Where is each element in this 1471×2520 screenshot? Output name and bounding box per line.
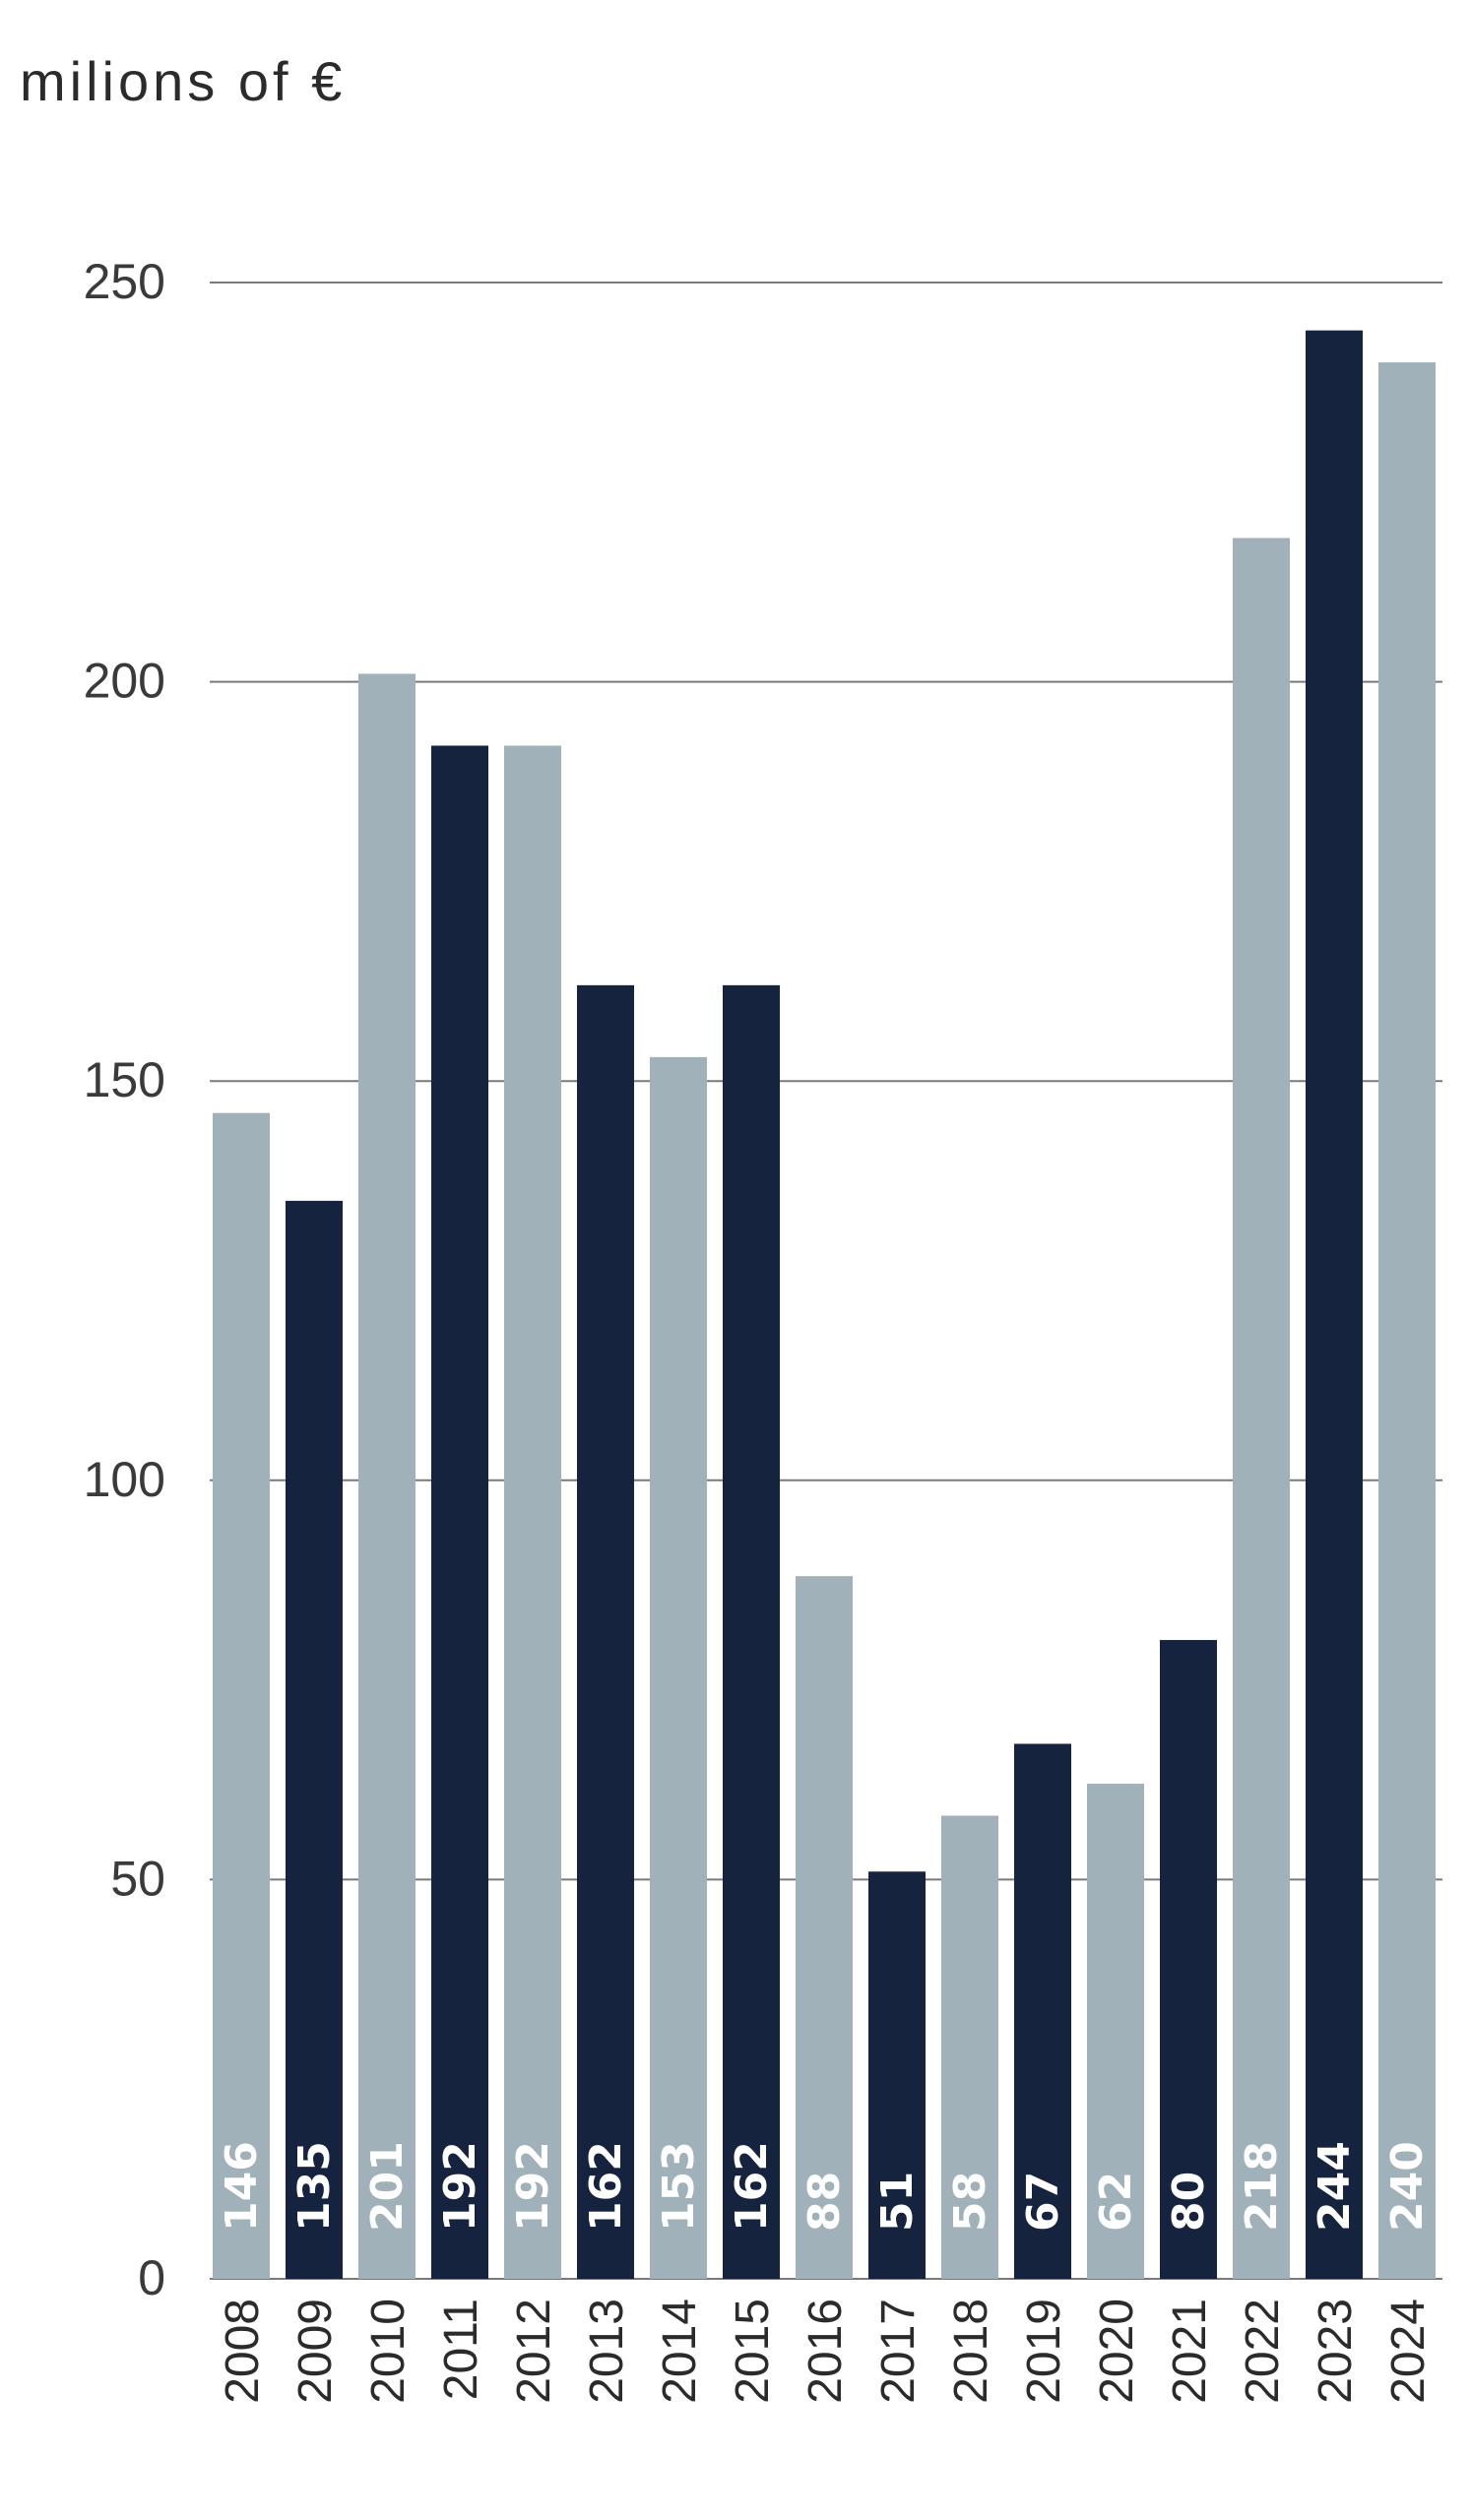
bar-value-label: 146 (217, 2141, 267, 2232)
y-tick-label: 100 (84, 1452, 165, 1507)
bar-value-label: 162 (727, 2141, 777, 2232)
y-tick-label: 250 (84, 254, 165, 309)
bar (1160, 1640, 1217, 2279)
x-tick-label: 2020 (1091, 2299, 1143, 2404)
bar (213, 1112, 270, 2279)
bar (1233, 537, 1290, 2279)
bar (1378, 362, 1436, 2279)
bar (868, 1871, 926, 2279)
bar-value-label: 192 (508, 2141, 558, 2232)
x-tick-label: 2022 (1237, 2299, 1289, 2404)
x-tick-label: 2021 (1164, 2299, 1216, 2404)
y-tick-label: 50 (110, 1851, 165, 1906)
y-tick-label: 0 (138, 2250, 165, 2305)
bar (1014, 1743, 1071, 2279)
x-tick-label: 2012 (508, 2299, 560, 2404)
x-tick-label: 2011 (435, 2299, 487, 2400)
y-tick-label: 200 (84, 654, 165, 709)
x-tick-label: 2017 (872, 2299, 925, 2404)
x-tick-label: 2010 (362, 2299, 415, 2404)
x-tick-label: 2015 (727, 2299, 779, 2404)
bar-value-label: 240 (1382, 2141, 1433, 2232)
bar-value-label: 88 (799, 2172, 850, 2232)
bar-value-label: 51 (872, 2172, 923, 2232)
y-axis-ticks: 0 50 100 150 200 250 (84, 254, 165, 2305)
bar-value-label: 58 (945, 2172, 995, 2232)
bar-value-label: 162 (581, 2141, 631, 2232)
bar (650, 1056, 707, 2279)
bar-value-label: 135 (289, 2141, 340, 2232)
x-axis-ticks: 2008 2009 2010 2011 2012 2013 2014 2015 2016 2017… (217, 2299, 1435, 2404)
x-tick-label: 2009 (289, 2299, 342, 2404)
bar (941, 1815, 998, 2279)
bar-value-label: 192 (435, 2141, 485, 2232)
bar (431, 745, 488, 2279)
bar-value-label: 67 (1018, 2172, 1068, 2232)
x-tick-label: 2008 (217, 2299, 269, 2404)
bar (577, 984, 634, 2280)
x-tick-label: 2019 (1018, 2299, 1070, 2404)
bar (1087, 1784, 1144, 2279)
bar (1306, 330, 1363, 2279)
bar-value-label: 62 (1091, 2172, 1141, 2232)
bar-value-label: 153 (654, 2141, 704, 2232)
bar (504, 745, 561, 2279)
bar-value-label: 80 (1164, 2172, 1214, 2232)
y-tick-label: 150 (84, 1052, 165, 1107)
y-axis-unit-label: milions of € (20, 50, 347, 112)
bar (358, 673, 416, 2279)
x-tick-label: 2023 (1310, 2299, 1362, 2404)
bar (286, 1200, 343, 2279)
bar-value-label: 218 (1237, 2141, 1287, 2232)
x-tick-label: 2016 (799, 2299, 852, 2404)
value-labels: 146 135 201 192 192 162 153 162 88 51 58 67 62 80 218 2… (217, 2141, 1433, 2232)
bars (213, 330, 1436, 2280)
x-tick-label: 2024 (1382, 2299, 1435, 2404)
bar-value-label: 244 (1310, 2141, 1360, 2232)
bar-value-label: 201 (362, 2141, 413, 2232)
x-tick-label: 2013 (581, 2299, 633, 2404)
bar (796, 1576, 853, 2279)
x-tick-label: 2018 (945, 2299, 997, 2404)
x-tick-label: 2014 (654, 2299, 706, 2404)
bar (723, 984, 780, 2280)
